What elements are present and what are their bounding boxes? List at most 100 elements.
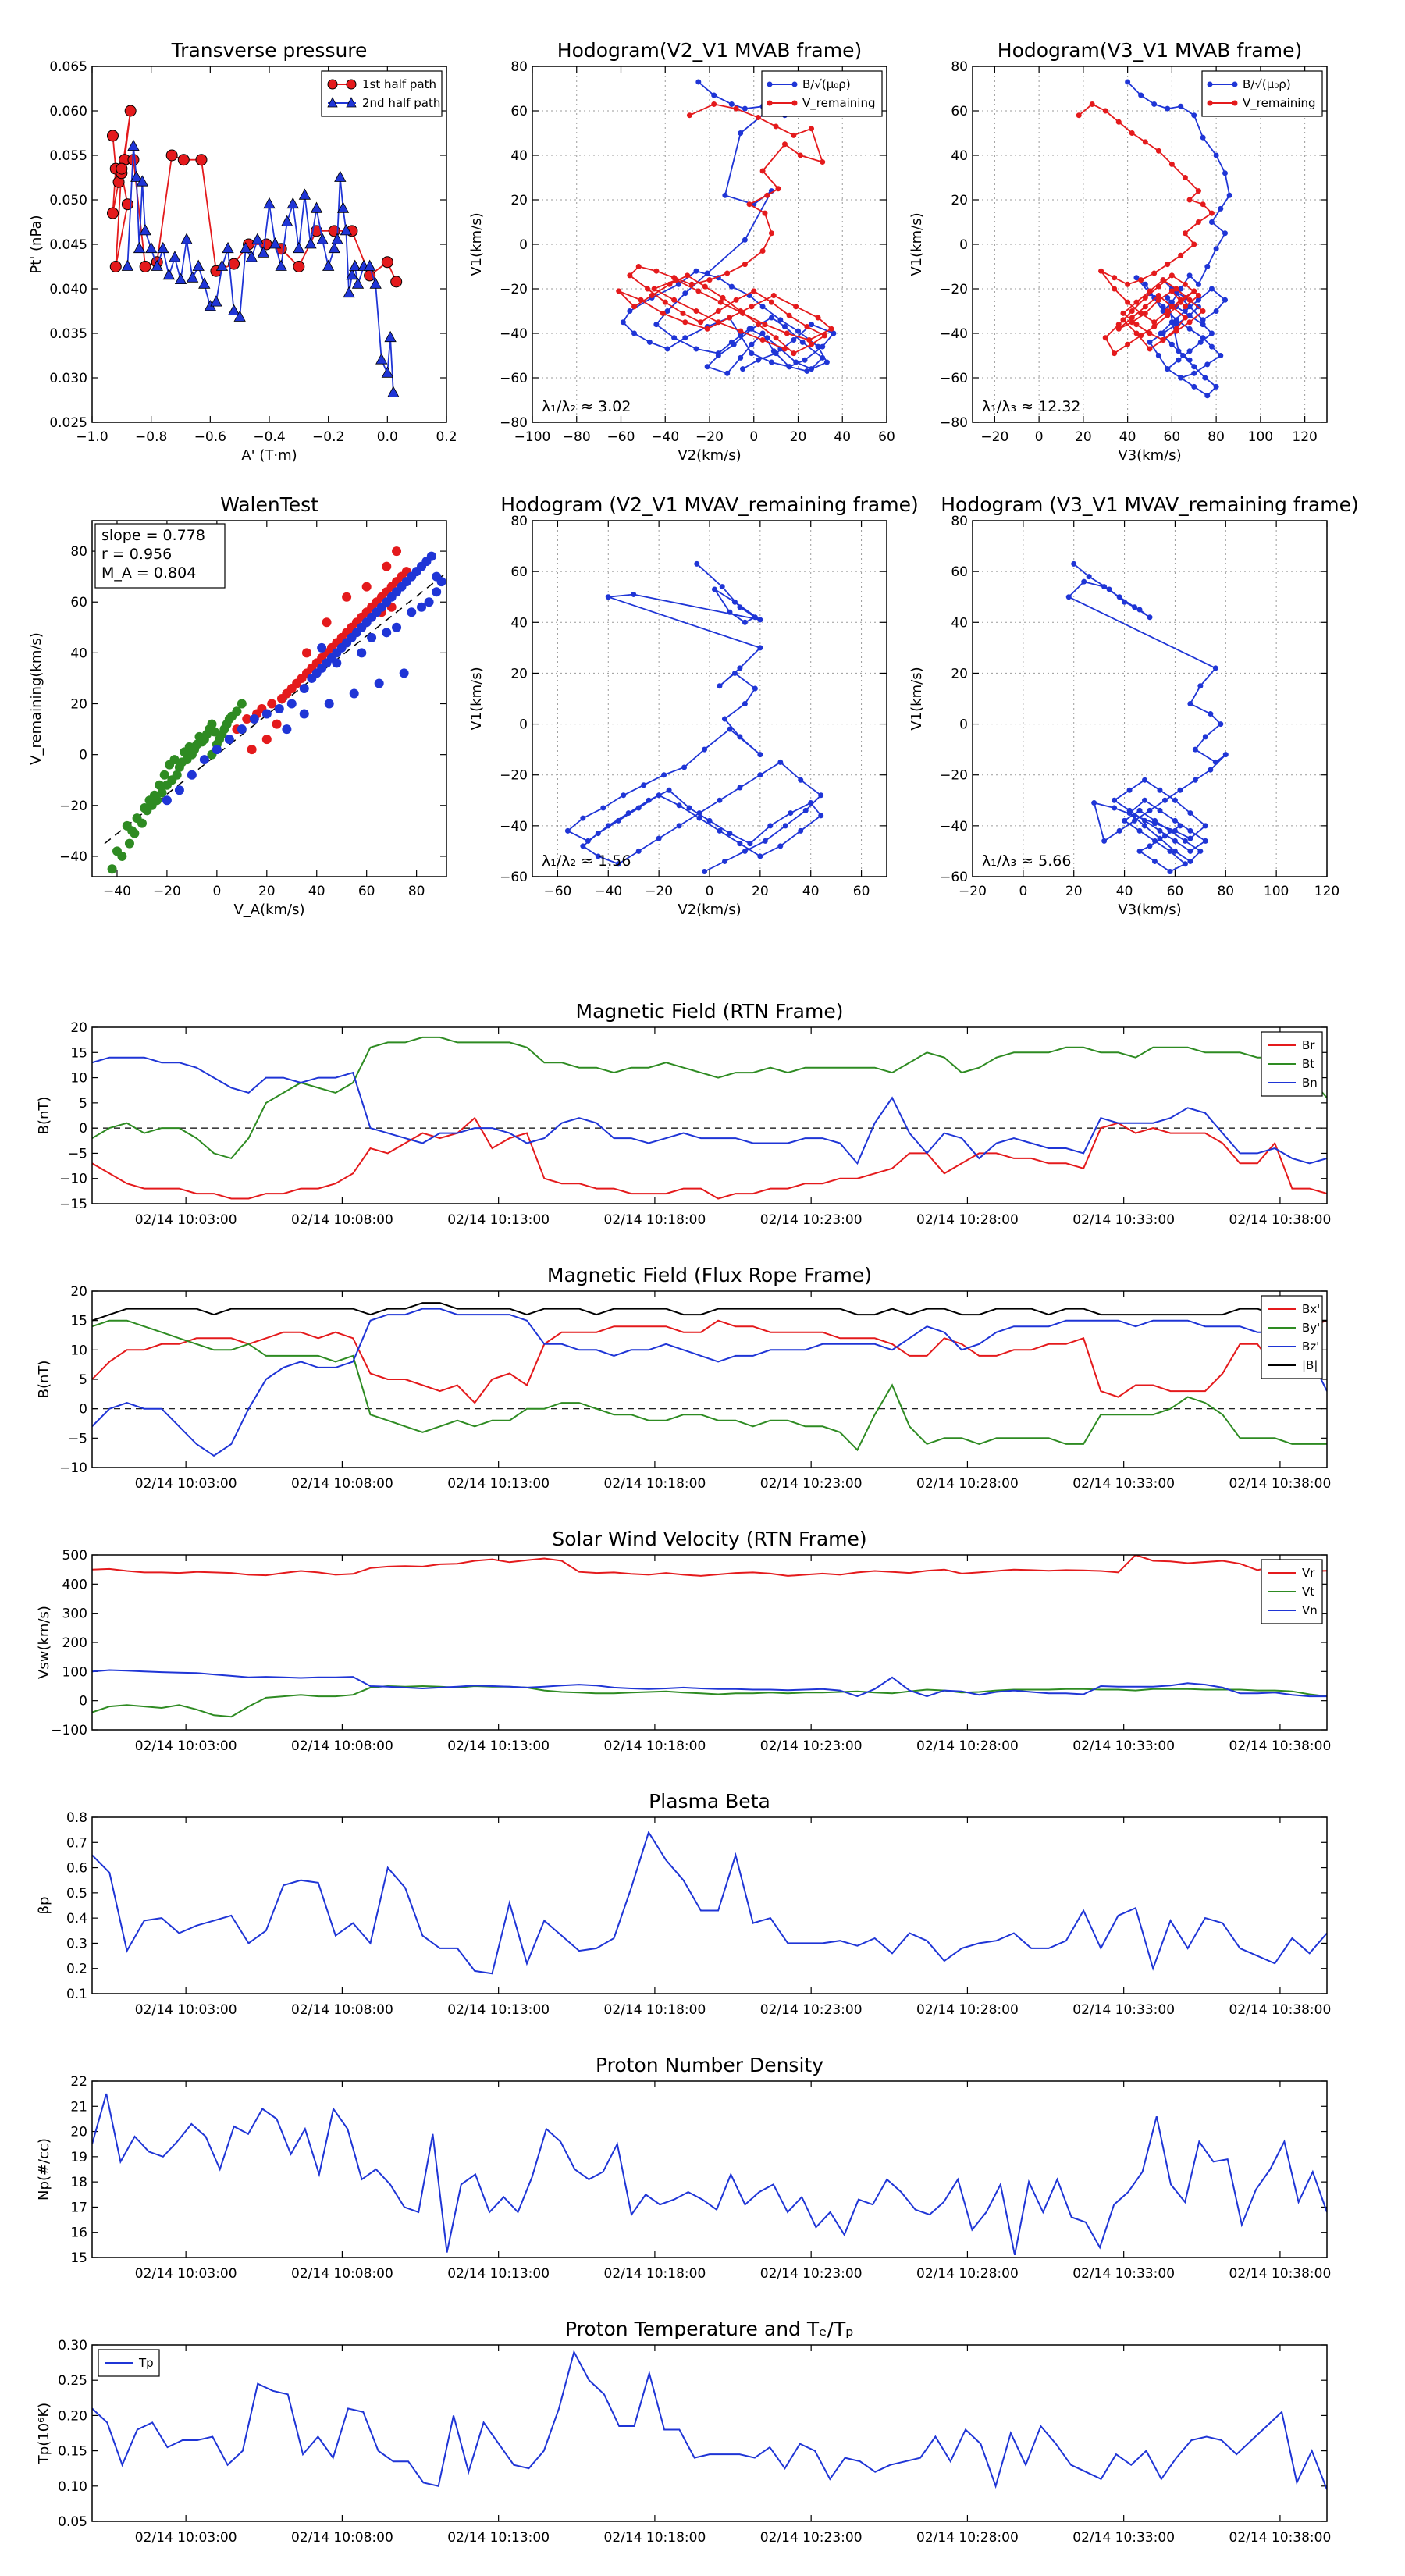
y-tick-label: 40 [951, 148, 968, 164]
data-point [1191, 112, 1197, 119]
data-point [788, 810, 794, 817]
chart-title: Hodogram(V2_V1 MVAB frame) [557, 39, 862, 62]
data-point [764, 335, 770, 341]
y-tick-label: 60 [70, 595, 87, 610]
data-point [702, 868, 708, 874]
data-point [332, 658, 342, 668]
legend-marker [791, 100, 798, 106]
series-v-remaining [616, 101, 834, 357]
y-tick-label: 10 [70, 1343, 87, 1358]
x-tick-label: 02/14 10:38:00 [1229, 1212, 1332, 1228]
plot-area [92, 1555, 1327, 1718]
data-point [731, 670, 738, 676]
data-point [198, 277, 211, 289]
plot-area [92, 2093, 1327, 2255]
data-point [1187, 810, 1193, 817]
data-point [1165, 105, 1171, 112]
data-point [1167, 827, 1173, 834]
data-point [293, 261, 305, 272]
data-point [768, 359, 774, 365]
x-tick-label: 80 [408, 884, 425, 899]
y-tick-label: 0 [79, 1694, 87, 1710]
chart-title: Transverse pressure [171, 39, 368, 62]
data-point [121, 259, 134, 271]
data-point [1115, 326, 1122, 332]
x-tick-label: −0.2 [312, 429, 344, 445]
y-tick-label: 0.6 [66, 1861, 87, 1877]
eigenvalue-ratio: λ₁/λ₃ ≈ 12.32 [982, 398, 1081, 415]
data-point [233, 310, 246, 322]
hodogram-v2-v1-mvav: Hodogram (V2_V1 MVAV_remaining frame) −60… [468, 493, 919, 918]
data-point [1222, 230, 1228, 237]
x-tick-label: 02/14 10:28:00 [916, 2002, 1019, 2018]
data-point [704, 326, 710, 332]
data-point [742, 105, 748, 112]
data-point [207, 719, 217, 729]
axes-frame [91, 1816, 1328, 1994]
data-point [1115, 322, 1122, 328]
legend: Vr Vt Vn [1261, 1559, 1323, 1624]
plot-area [564, 560, 824, 874]
x-tick-label: 02/14 10:23:00 [760, 1476, 863, 1492]
y-tick-label: 80 [951, 59, 968, 75]
data-point [680, 310, 686, 316]
data-point [815, 315, 821, 321]
y-tick-label: 0.30 [58, 2338, 87, 2354]
y-tick-label: 0.025 [49, 415, 87, 431]
y-tick-label: 20 [510, 666, 528, 681]
data-point [1132, 604, 1138, 610]
data-point [1147, 843, 1153, 849]
y-tick-label: 500 [62, 1548, 87, 1564]
data-point [1182, 315, 1188, 321]
axes-frame [532, 66, 887, 423]
data-point [1125, 79, 1131, 85]
y-axis-label: V1(km/s) [468, 212, 485, 276]
data-point [1151, 323, 1158, 329]
y-tick-label: −40 [500, 819, 528, 834]
data-point [1142, 281, 1148, 287]
y-tick-label: 15 [70, 2250, 87, 2266]
y-tick-label: −5 [68, 1431, 87, 1446]
data-point [1160, 337, 1166, 343]
data-point [1168, 299, 1175, 305]
data-point [1208, 219, 1215, 225]
data-point [742, 701, 748, 707]
data-point [682, 335, 688, 341]
data-point [717, 299, 724, 305]
legend-marker [1232, 100, 1238, 106]
y-tick-label: 0.065 [49, 59, 87, 75]
y-tick-label: −60 [500, 870, 528, 885]
data-point [823, 359, 830, 365]
x-tick-label: 02/14 10:28:00 [916, 1476, 1019, 1492]
data-point [106, 130, 119, 142]
data-point [721, 858, 727, 864]
series-bt [92, 1036, 1327, 1160]
data-point [324, 699, 334, 709]
y-tick-label: 400 [62, 1577, 87, 1592]
data-point [1157, 807, 1163, 813]
y-tick-label: 40 [70, 646, 87, 661]
data-point [1172, 838, 1178, 844]
data-point [184, 742, 194, 752]
legend-marker [346, 79, 357, 90]
data-point [1195, 281, 1201, 287]
data-point [820, 343, 826, 350]
data-point [1177, 823, 1183, 829]
data-point [174, 272, 187, 284]
data-point [791, 132, 797, 138]
data-point [1186, 326, 1193, 332]
data-point [299, 683, 309, 693]
data-point [702, 283, 708, 290]
data-point [1218, 353, 1224, 358]
data-point [768, 299, 774, 305]
data-point [286, 197, 299, 209]
data-point [749, 341, 755, 347]
x-tick-label: 02/14 10:28:00 [916, 1738, 1019, 1754]
data-point [671, 297, 678, 303]
data-point [127, 139, 140, 151]
data-point [682, 290, 688, 297]
y-tick-label: 0 [79, 1121, 87, 1137]
legend: Bx' By' Bz' |B| [1261, 1295, 1323, 1379]
legend: B/√(μ₀ρ) V_remaining [761, 70, 883, 117]
y-tick-label: 20 [70, 1020, 87, 1036]
